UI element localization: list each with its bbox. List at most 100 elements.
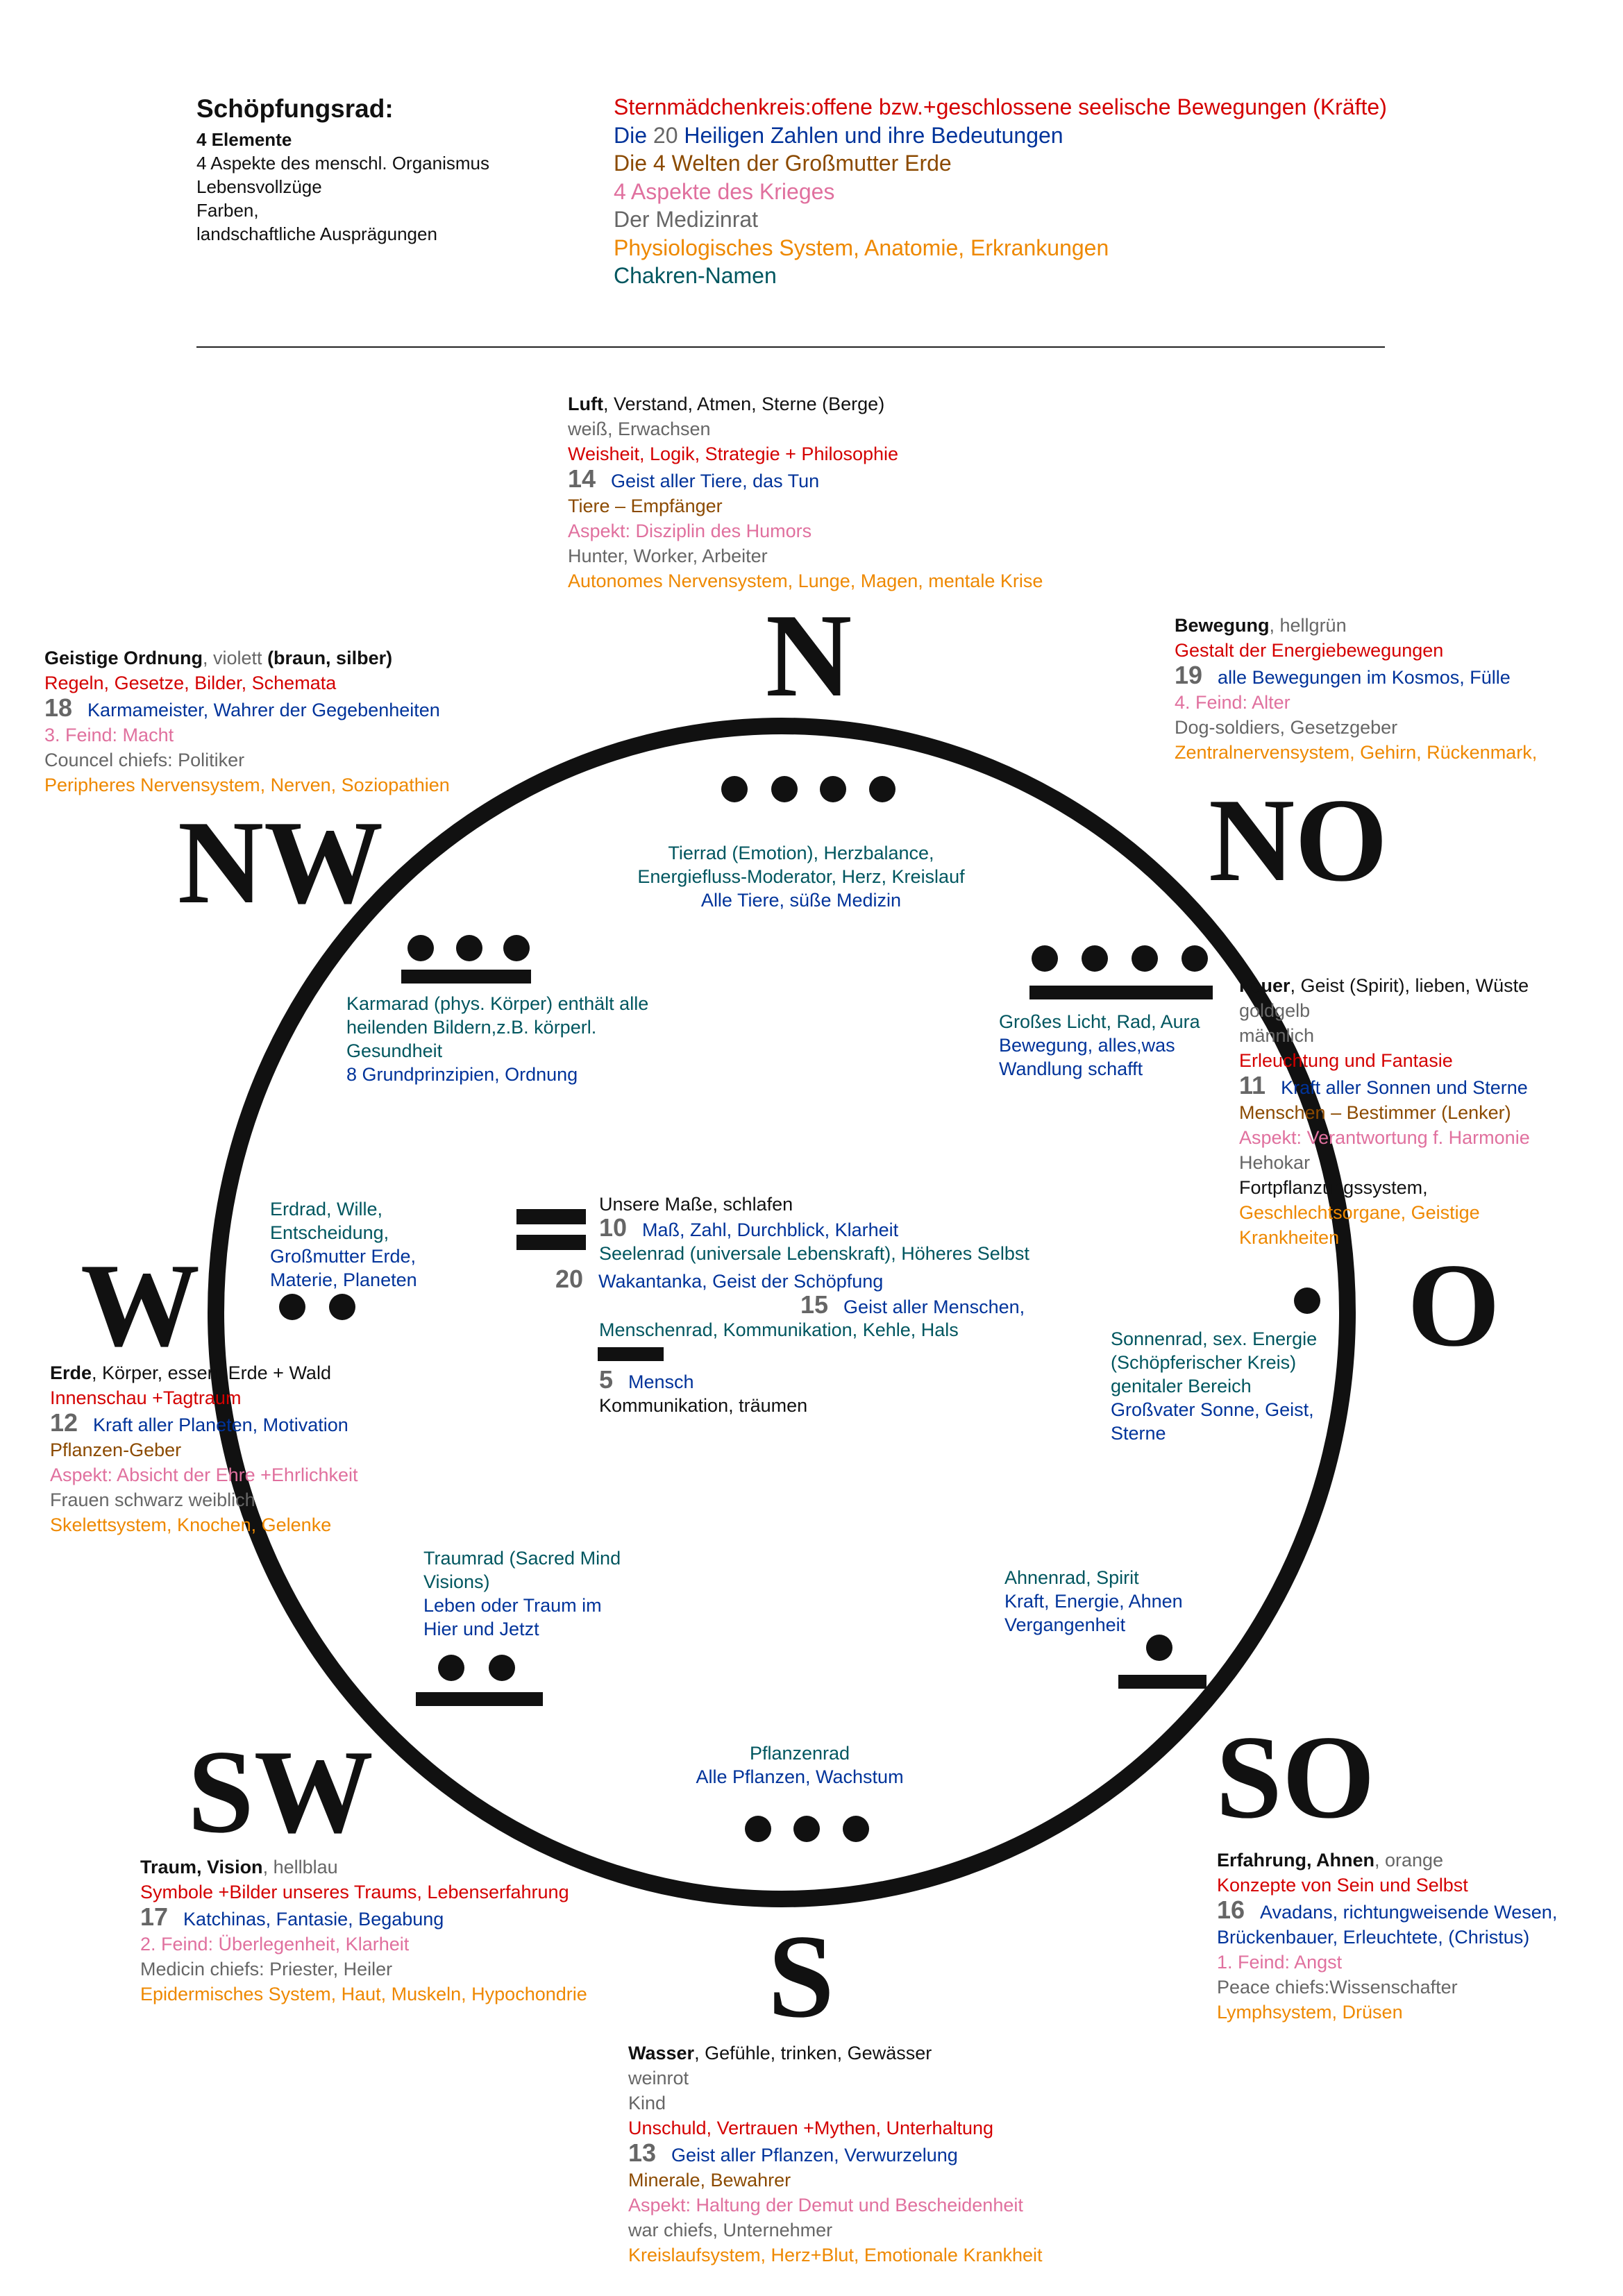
text-line: Aspekt: Disziplin des Humors (568, 518, 1043, 543)
center-menschenrad: Menschenrad, Kommunikation, Kehle, Hals (599, 1318, 959, 1342)
numeral-south-3 (745, 1816, 869, 1842)
numeral-center-5 (598, 1347, 664, 1361)
text-segment: Katchinas, Fantasie, Begabung (183, 1909, 444, 1930)
text-segment: Weisheit, Logik, Strategie + Philosophie (568, 444, 899, 464)
text-segment: , violett (203, 648, 268, 668)
text-line: Kind (628, 2091, 1043, 2116)
text-line: Wasser, Gefühle, trinken, Gewässer (628, 2041, 1043, 2066)
divider (196, 346, 1385, 348)
text-line: Großes Licht, Rad, Aura (999, 1010, 1200, 1033)
text-line: 19 alle Bewegungen im Kosmos, Fülle (1175, 663, 1537, 690)
text-segment: Wasser (628, 2043, 695, 2063)
text-line: goldgelb (1239, 998, 1530, 1023)
text-line: Krankheiten (1239, 1225, 1530, 1250)
text-segment: , Verstand, Atmen, Sterne (Berge) (603, 394, 885, 414)
text-line: Großvater Sonne, Geist, (1111, 1398, 1317, 1421)
header-left-line: Lebensvollzüge (196, 176, 322, 197)
text-segment: Physiologisches System, Anatomie, Erkran… (614, 235, 1109, 260)
text-line: Vergangenheit (1004, 1613, 1183, 1637)
text-segment: Innenschau +Tagtraum (50, 1387, 242, 1408)
text-segment: Alle Pflanzen, Wachstum (696, 1766, 904, 1787)
text-segment: Lymphsystem, Drüsen (1217, 2002, 1403, 2023)
text-segment: Vergangenheit (1004, 1614, 1126, 1635)
text-segment: (braun, silber) (267, 648, 393, 668)
header-left-line: 4 Aspekte des menschl. Organismus (196, 153, 489, 174)
sacred-number: 5 (599, 1365, 614, 1394)
text-line: Peace chiefs:Wissenschafter (1217, 1975, 1557, 2000)
text-segment: Menschen – Bestimmer (Lenker) (1239, 1102, 1511, 1123)
text-segment: 2. Feind: Überlegenheit, Klarheit (140, 1934, 410, 1955)
text-segment: 8 Grundprinzipien, Ordnung (346, 1064, 578, 1085)
text-line: Frauen schwarz weiblich (50, 1487, 358, 1512)
text-line: Menschenrad, Kommunikation, Kehle, Hals (599, 1318, 959, 1342)
sacred-number: 17 (140, 1902, 169, 1931)
text-line: Lymphsystem, Drüsen (1217, 2000, 1557, 2025)
dot (489, 1655, 515, 1681)
text-segment: Erdrad, Wille, (270, 1199, 383, 1219)
text-segment: Menschenrad, Kommunikation, Kehle, Hals (599, 1319, 959, 1340)
dot (771, 776, 798, 802)
sacred-number: 15 (800, 1290, 829, 1319)
block-west-erde: Erde, Körper, essen, Erde + Wald Innensch… (50, 1360, 358, 1537)
bar (1029, 986, 1213, 999)
sacred-number: 13 (628, 2138, 657, 2167)
text-line: Die 4 Welten der Großmutter Erde (614, 149, 1387, 178)
text-segment: Regeln, Gesetze, Bilder, Schemata (44, 673, 337, 693)
text-segment: Geist aller Menschen, (843, 1297, 1025, 1317)
text-segment: Kraft, Energie, Ahnen (1004, 1591, 1183, 1612)
text-line: Tiere – Empfänger (568, 493, 1043, 518)
text-line: weinrot (628, 2066, 1043, 2091)
text-line: Medicin chiefs: Priester, Heiler (140, 1957, 587, 1982)
text-line: Epidermisches System, Haut, Muskeln, Hyp… (140, 1982, 587, 2007)
dot (503, 935, 530, 961)
text-segment: Leben oder Traum im (423, 1595, 602, 1616)
text-segment: Hunter, Worker, Arbeiter (568, 546, 768, 566)
text-line: Konzepte von Sein und Selbst (1217, 1873, 1557, 1898)
text-line: 15 Geist aller Menschen, (800, 1290, 1025, 1319)
header-left-line: landschaftliche Ausprägungen (196, 223, 437, 244)
numeral-east-1 (1294, 1288, 1320, 1314)
text-line: Gestalt der Energiebewegungen (1175, 638, 1537, 663)
text-segment: , hellgrün (1269, 615, 1347, 636)
text-segment: alle Bewegungen im Kosmos, Fülle (1218, 667, 1511, 688)
block-southwest-traum: Traum, Vision, hellblau Symbole +Bilder u… (140, 1855, 587, 2007)
text-segment: Die 4 Welten der Großmutter Erde (614, 151, 952, 176)
text-line: war chiefs, Unternehmer (628, 2218, 1043, 2243)
text-segment: Der Medizinrat (614, 207, 759, 232)
text-line: Gesundheit (346, 1039, 648, 1063)
text-segment: Krankheiten (1239, 1227, 1340, 1248)
text-line: 18 Karmameister, Wahrer der Gegebenheiten (44, 695, 450, 723)
page-title: Schöpfungsrad: (196, 94, 394, 123)
header-left-line: Farben, (196, 200, 259, 221)
text-segment: Unschuld, Vertrauen +Mythen, Unterhaltun… (628, 2118, 994, 2138)
text-line: Chakren-Namen (614, 262, 1387, 290)
wheel-circle (208, 718, 1356, 1907)
text-line: Pflanzen-Geber (50, 1437, 358, 1462)
text-segment: 1. Feind: Angst (1217, 1952, 1343, 1973)
text-line: Wandlung schafft (999, 1057, 1200, 1081)
text-segment: Aspekt: Verantwortung f. Harmonie (1239, 1127, 1530, 1148)
text-line: Pflanzenrad (696, 1741, 903, 1765)
text-line: 4 Aspekte des Krieges (614, 178, 1387, 206)
text-segment: Aspekt: Haltung der Demut und Bescheiden… (628, 2195, 1023, 2215)
block-east-feuer: Feuer, Geist (Spirit), lieben, Wüste gold… (1239, 973, 1530, 1250)
text-line: Unschuld, Vertrauen +Mythen, Unterhaltun… (628, 2116, 1043, 2141)
text-line: Der Medizinrat (614, 205, 1387, 234)
bar (401, 970, 531, 984)
text-segment: Entscheidung, (270, 1222, 389, 1243)
text-segment: , Geist (Spirit), lieben, Wüste (1290, 975, 1529, 996)
text-segment: Gesundheit (346, 1040, 443, 1061)
text-line: Materie, Planeten (270, 1268, 417, 1292)
text-line: Erde, Körper, essen, Erde + Wald (50, 1360, 358, 1385)
text-line: Zentralnervensystem, Gehirn, Rückenmark, (1175, 740, 1537, 765)
text-segment: Energiefluss-Moderator, Herz, Kreislauf (637, 866, 965, 887)
text-segment: Wandlung schafft (999, 1058, 1143, 1079)
sacred-number: 14 (568, 464, 596, 493)
direction-northwest: NW (177, 797, 384, 929)
text-line: Traum, Vision, hellblau (140, 1855, 587, 1880)
dot (456, 935, 482, 961)
text-segment: Erleuchtung und Fantasie (1239, 1050, 1453, 1071)
sacred-number: 10 (599, 1213, 628, 1242)
numeral-northeast-9 (1029, 945, 1213, 999)
dot (869, 776, 895, 802)
